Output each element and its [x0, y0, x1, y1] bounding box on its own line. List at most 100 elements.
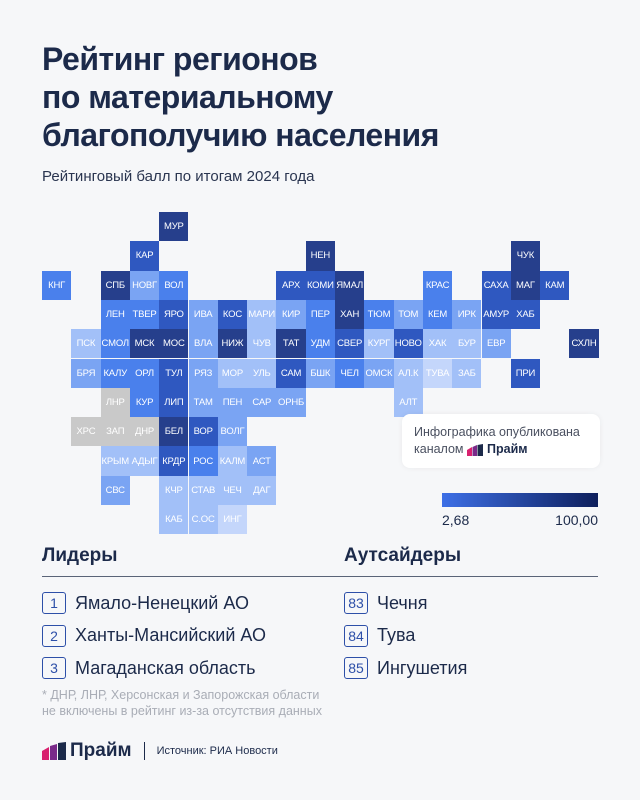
- color-scale-bar: [442, 493, 598, 507]
- region-tile: МАГ: [510, 270, 541, 300]
- prime-logo-icon: [467, 443, 484, 456]
- region-tile: ПЕН: [217, 387, 248, 418]
- region-tile: БЕЛ: [159, 417, 189, 447]
- region-tile: ТАТ: [276, 329, 306, 359]
- region-tile: ХАК: [422, 329, 453, 359]
- region-tile: АСТ: [247, 446, 277, 476]
- footer: Прайм Источник: РИА Новости: [42, 740, 278, 762]
- region-tile: КРДР: [159, 446, 189, 476]
- region-tile: АЛТ: [393, 387, 423, 418]
- region-tile: МУР: [159, 212, 189, 242]
- source-text: Источник: РИА Новости: [156, 745, 278, 757]
- region-name: Ямало-Ненецкий АО: [75, 592, 249, 613]
- region-tile: НОВГ: [129, 270, 160, 300]
- title-line: по материальному: [42, 79, 333, 115]
- rank-badge: 84: [344, 624, 368, 647]
- title-line: Рейтинг регионов: [42, 41, 318, 77]
- region-tile: ДАГ: [247, 475, 277, 505]
- region-tile: РЯЗ: [188, 358, 218, 388]
- region-tile: УЛЬ: [247, 358, 277, 388]
- region-tile: ЯМАЛ: [335, 270, 365, 300]
- region-tile: ТУЛ: [159, 358, 189, 388]
- region-tile: ХАН: [335, 299, 365, 330]
- region-tile: КОС: [217, 299, 248, 330]
- region-tile: АРХ: [276, 270, 306, 300]
- region-tile: КРАС: [422, 270, 453, 300]
- region-tile: ДНР: [129, 417, 160, 447]
- region-tile: НЕН: [305, 241, 335, 271]
- region-tile: МОР: [217, 358, 248, 388]
- footnote-line: не включены в рейтинг из-за отсутствия д…: [42, 704, 322, 718]
- leaders-heading: Лидеры: [42, 545, 118, 566]
- region-tile: ЧЕЛ: [335, 358, 365, 388]
- region-tile: ПРИ: [510, 358, 541, 388]
- list-item: 1 Ямало-Ненецкий АО: [42, 592, 266, 614]
- region-tile: БУР: [452, 329, 482, 359]
- region-tile: ТОМ: [393, 299, 423, 330]
- region-tile: ОРНБ: [276, 387, 306, 418]
- region-tile: КАЛМ: [217, 446, 248, 476]
- region-tile: КАЛУ: [100, 358, 130, 388]
- region-tile: СПБ: [100, 270, 130, 300]
- tile-map: МУР КАР НЕН ЧУК КНГ СПБ НОВГ ВОЛ АРХ КОМИ ЯМАЛ КРАС…: [42, 212, 599, 535]
- region-tile: ИНГ: [217, 505, 248, 535]
- region-tile: ТУВА: [422, 358, 453, 388]
- region-name: Тува: [377, 625, 416, 645]
- region-tile: ОМСК: [364, 358, 394, 388]
- region-tile: СТАВ: [188, 475, 218, 505]
- region-tile: АМУР: [481, 299, 511, 330]
- list-item: 85 Ингушетия: [344, 657, 467, 679]
- footnote-line: * ДНР, ЛНР, Херсонская и Запорожская обл…: [42, 688, 320, 702]
- region-tile: ТАМ: [188, 387, 218, 418]
- divider: [42, 576, 598, 577]
- region-tile: КРЫМ: [100, 446, 130, 476]
- region-tile: НОВО: [393, 329, 423, 359]
- region-tile: РОС: [188, 446, 218, 476]
- region-tile: КАБ: [159, 505, 189, 535]
- region-tile: МАРИ: [247, 299, 277, 330]
- region-tile: КОМИ: [305, 270, 335, 300]
- region-tile: КИР: [276, 299, 306, 330]
- region-tile: КУР: [129, 387, 160, 418]
- region-tile: ПЕР: [305, 299, 335, 330]
- rank-badge: 85: [344, 657, 368, 679]
- info-box: Инфографика опубликована каналом Прайм: [402, 414, 600, 468]
- region-tile: ВОР: [188, 417, 218, 447]
- region-tile: ХАБ: [510, 299, 541, 330]
- page-title: Рейтинг регионов по материальному благоп…: [42, 40, 439, 154]
- region-tile: САМ: [276, 358, 306, 388]
- region-tile: СВЕР: [335, 329, 365, 359]
- region-tile: ИВА: [188, 299, 218, 330]
- region-tile: СВС: [100, 475, 130, 505]
- footnote: * ДНР, ЛНР, Херсонская и Запорожская обл…: [42, 687, 322, 719]
- region-tile: ВОЛГ: [217, 417, 248, 447]
- list-item: 84 Тува: [344, 624, 467, 647]
- info-text: Инфографика опубликована: [414, 425, 580, 439]
- subtitle: Рейтинговый балл по итогам 2024 года: [42, 168, 315, 185]
- region-name: Ингушетия: [377, 657, 468, 678]
- prime-logo-icon: [42, 742, 66, 760]
- region-tile: ЗАП: [100, 417, 130, 447]
- region-tile: ЧЕЧ: [217, 475, 248, 505]
- region-tile: МСК: [129, 329, 160, 359]
- rank-badge: 3: [42, 657, 66, 679]
- region-tile: ОРЛ: [129, 358, 160, 388]
- region-tile: УДМ: [305, 329, 335, 359]
- region-name: Ханты-Мансийский АО: [75, 625, 266, 645]
- rank-badge: 1: [42, 592, 66, 614]
- region-tile: ВОЛ: [159, 270, 189, 300]
- region-tile: АДЫГ: [129, 446, 160, 476]
- legend-min: 2,68: [442, 512, 470, 528]
- footer-separator: [143, 742, 145, 760]
- list-item: 2 Ханты-Мансийский АО: [42, 624, 266, 647]
- region-name: Чечня: [377, 592, 428, 613]
- region-tile: БРЯ: [71, 358, 101, 388]
- list-item: 83 Чечня: [344, 592, 467, 614]
- region-tile: ТВЕР: [129, 299, 160, 330]
- region-tile: ЕВР: [481, 329, 511, 359]
- region-tile: ЛЕН: [100, 299, 130, 330]
- region-tile: ВЛА: [188, 329, 218, 359]
- region-tile: НИЖ: [217, 329, 248, 359]
- region-tile: КАМ: [540, 270, 570, 300]
- leaders-list: 1 Ямало-Ненецкий АО 2 Ханты-Мансийский АО …: [42, 592, 266, 690]
